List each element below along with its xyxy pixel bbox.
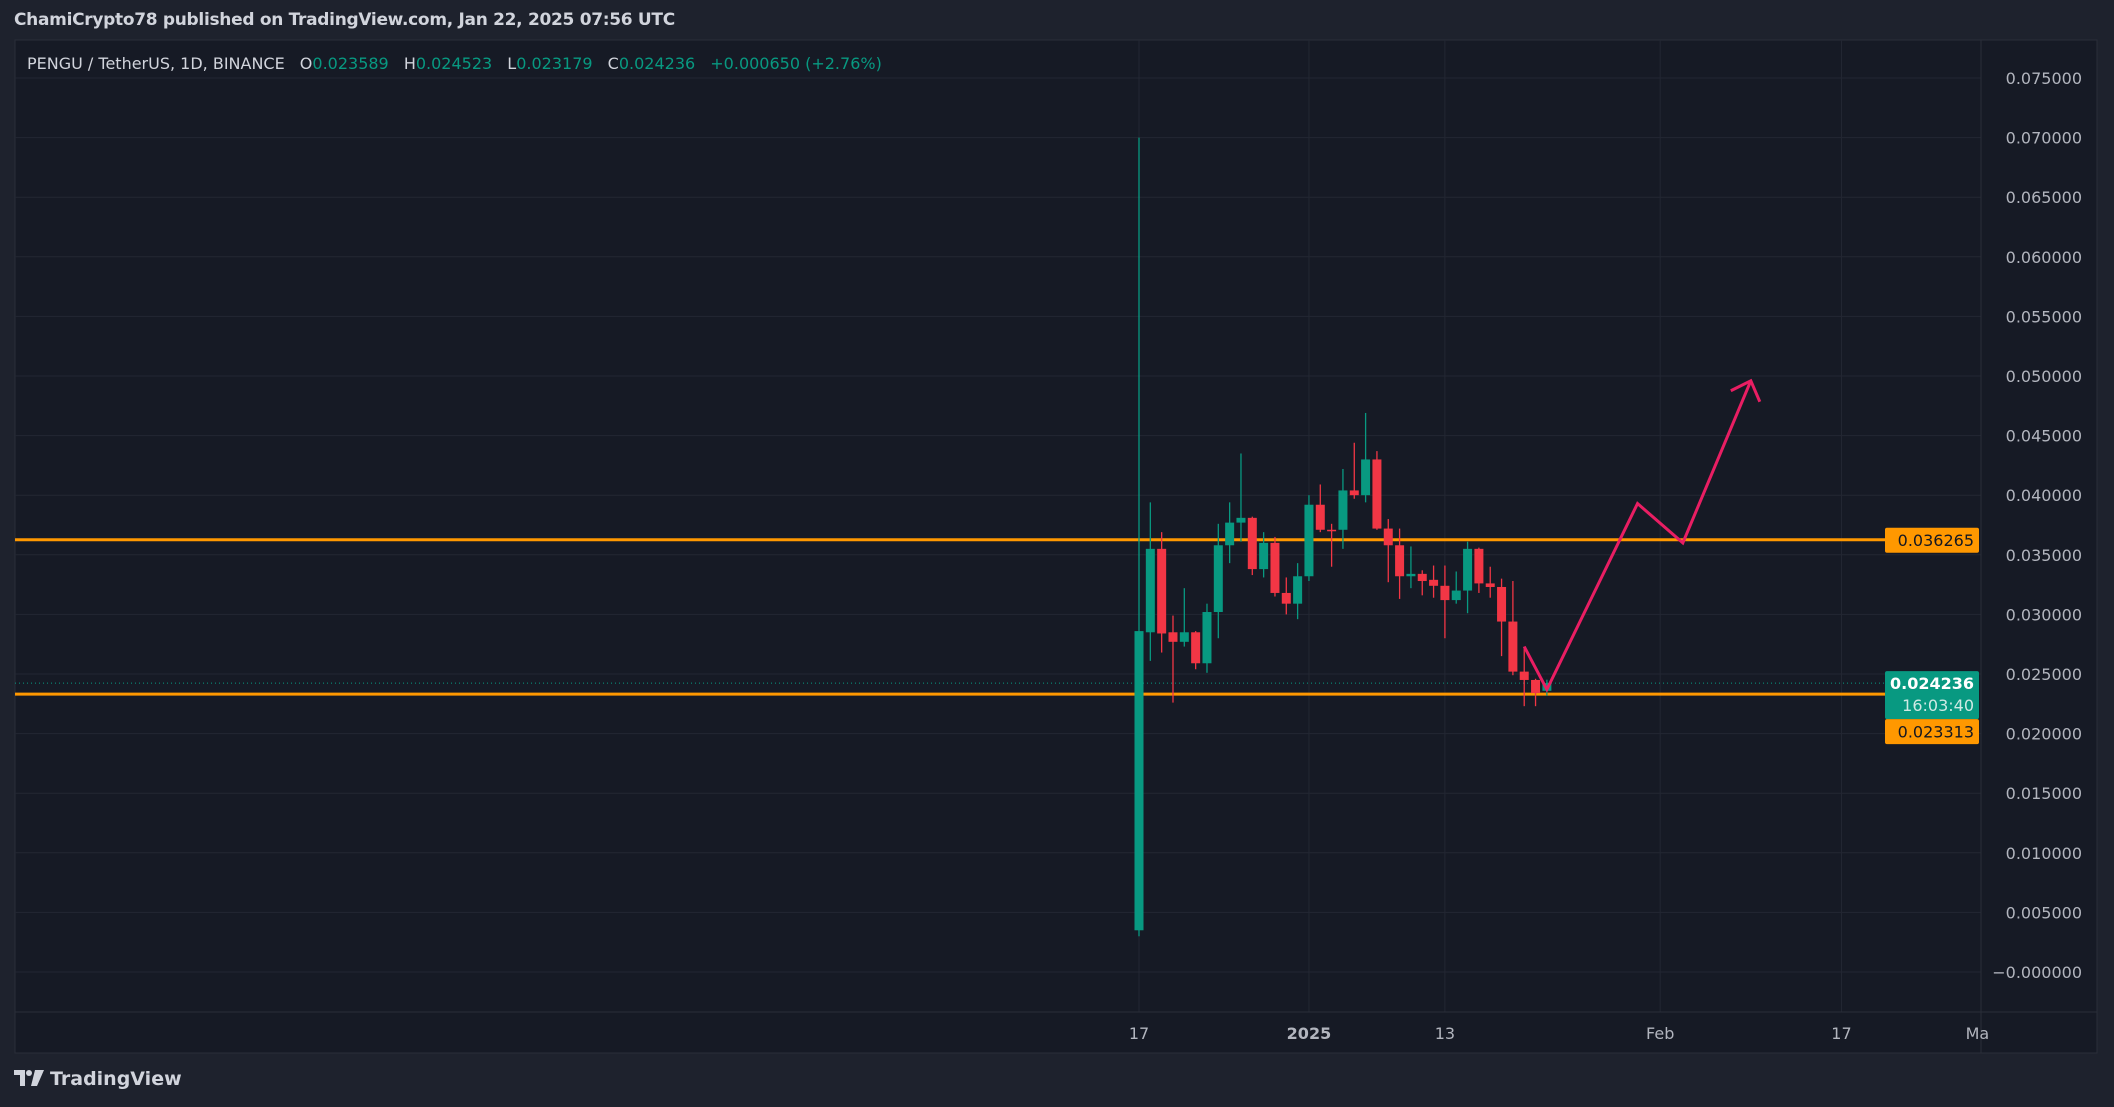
bar-countdown: 16:03:40 bbox=[1902, 696, 1974, 715]
candle-body bbox=[1440, 585, 1450, 601]
time-tick-label: 17 bbox=[1129, 1024, 1149, 1043]
candle-body bbox=[1247, 517, 1257, 570]
time-tick-label: Feb bbox=[1646, 1024, 1674, 1043]
legend-symbol: PENGU / TetherUS, 1D, BINANCE bbox=[27, 54, 285, 73]
candle-body bbox=[1236, 517, 1246, 523]
candle-body bbox=[1349, 490, 1359, 496]
level-price-label: 0.023313 bbox=[1898, 723, 1974, 742]
candle-body bbox=[1327, 529, 1337, 532]
candle-body bbox=[1429, 579, 1439, 586]
candles bbox=[1134, 137, 1552, 937]
grid bbox=[15, 40, 1981, 1012]
candle-body bbox=[1270, 542, 1280, 593]
candle-body bbox=[1202, 612, 1212, 664]
time-tick-label: 2025 bbox=[1287, 1024, 1332, 1043]
price-tick-label: 0.020000 bbox=[2006, 725, 2082, 744]
candle-body bbox=[1225, 522, 1235, 546]
level-price-label-bg bbox=[1885, 719, 1979, 745]
legend-low: 0.023179 bbox=[516, 54, 592, 73]
candle-body bbox=[1474, 548, 1484, 584]
candle-body bbox=[1338, 490, 1348, 530]
time-tick-label: 17 bbox=[1831, 1024, 1851, 1043]
chart-pane bbox=[14, 39, 2098, 1054]
price-tick-label: 0.040000 bbox=[2006, 486, 2082, 505]
candle-body bbox=[1168, 632, 1178, 642]
candle-body bbox=[1519, 671, 1529, 680]
candle-body bbox=[1383, 528, 1393, 546]
price-tick-label: 0.065000 bbox=[2006, 188, 2082, 207]
time-tick-label: 13 bbox=[1435, 1024, 1455, 1043]
candle-body bbox=[1134, 631, 1144, 931]
candle-body bbox=[1497, 586, 1507, 622]
candle-body bbox=[1157, 548, 1167, 634]
tradingview-logo-icon bbox=[14, 1070, 44, 1086]
candle-body bbox=[1451, 590, 1461, 601]
projection-path[interactable] bbox=[1522, 380, 1753, 693]
projection-drawing[interactable] bbox=[1522, 378, 1762, 693]
candle-body bbox=[1281, 592, 1291, 604]
price-labels: 0.036265 0.024236 16:03:40 0.023313 bbox=[1885, 527, 1979, 745]
legend-close-label: C bbox=[608, 54, 619, 73]
candle-body bbox=[1179, 632, 1189, 642]
candle-body bbox=[1485, 583, 1495, 587]
candle-body bbox=[1463, 548, 1473, 591]
tradingview-brand: TradingView bbox=[50, 1068, 182, 1090]
price-tick-label: 0.050000 bbox=[2006, 367, 2082, 386]
candle-body bbox=[1145, 548, 1155, 633]
candle-body bbox=[1417, 573, 1427, 582]
price-tick-label: 0.055000 bbox=[2006, 307, 2082, 326]
legend-open: 0.023589 bbox=[312, 54, 388, 73]
level-price-label: 0.036265 bbox=[1898, 531, 1974, 550]
price-tick-label: −0.000000 bbox=[1992, 963, 2082, 982]
time-tick-label: Ma bbox=[1966, 1024, 1990, 1043]
legend: PENGU / TetherUS, 1D, BINANCE O0.023589 … bbox=[27, 54, 882, 73]
price-tick-label: 0.015000 bbox=[2006, 784, 2082, 803]
level-price-label-bg bbox=[1885, 527, 1979, 553]
price-tick-label: 0.070000 bbox=[2006, 129, 2082, 148]
candle-body bbox=[1259, 542, 1269, 570]
candle-body bbox=[1293, 576, 1303, 604]
price-tick-label: 0.010000 bbox=[2006, 844, 2082, 863]
candle-body bbox=[1395, 545, 1405, 577]
legend-close: 0.024236 bbox=[619, 54, 695, 73]
legend-high: 0.024523 bbox=[416, 54, 492, 73]
legend-low-label: L bbox=[507, 54, 516, 73]
candle-body bbox=[1406, 573, 1416, 577]
legend-high-label: H bbox=[404, 54, 416, 73]
horizontal-levels[interactable] bbox=[15, 538, 1885, 696]
candle-body bbox=[1213, 545, 1223, 613]
candle-body bbox=[1508, 621, 1518, 672]
candle-body bbox=[1361, 459, 1371, 496]
last-price-label: 0.024236 bbox=[1890, 674, 1974, 693]
tradingview-logo[interactable]: TradingView bbox=[14, 1068, 182, 1090]
price-tick-label: 0.030000 bbox=[2006, 605, 2082, 624]
arrowhead-icon[interactable] bbox=[1730, 378, 1762, 403]
legend-open-label: O bbox=[300, 54, 313, 73]
candle-body bbox=[1531, 679, 1541, 694]
price-axis[interactable]: 0.075000 0.070000 0.065000 0.060000 0.055000… bbox=[1992, 69, 2082, 982]
price-tick-label: 0.060000 bbox=[2006, 248, 2082, 267]
price-tick-label: 0.005000 bbox=[2006, 903, 2082, 922]
candle-body bbox=[1372, 459, 1382, 529]
price-tick-label: 0.025000 bbox=[2006, 665, 2082, 684]
price-tick-label: 0.035000 bbox=[2006, 546, 2082, 565]
publish-info: ChamiCrypto78 published on TradingView.c… bbox=[14, 10, 675, 30]
candle-body bbox=[1315, 504, 1325, 530]
price-tick-label: 0.045000 bbox=[2006, 427, 2082, 446]
candle-body bbox=[1304, 504, 1314, 577]
candle-body bbox=[1191, 632, 1201, 664]
price-tick-label: 0.075000 bbox=[2006, 69, 2082, 88]
legend-change: +0.000650 (+2.76%) bbox=[710, 54, 882, 73]
time-axis[interactable]: 17 2025 13 Feb 17 Ma bbox=[1129, 1024, 1989, 1043]
last-price-label-bg bbox=[1885, 671, 1979, 720]
